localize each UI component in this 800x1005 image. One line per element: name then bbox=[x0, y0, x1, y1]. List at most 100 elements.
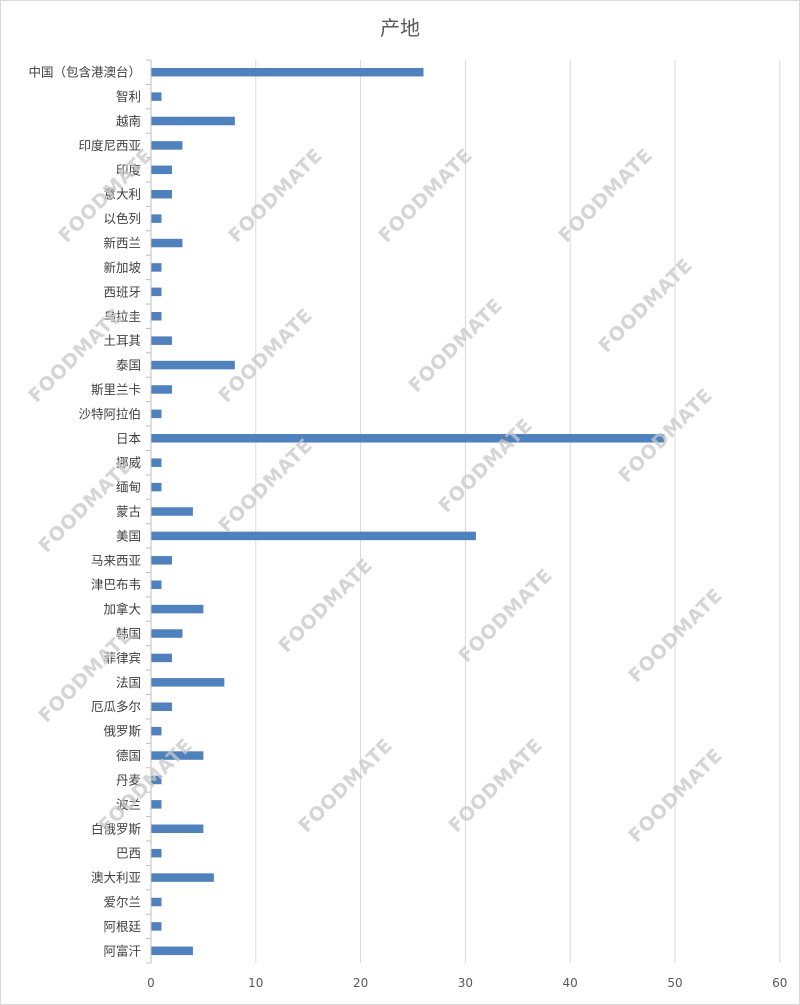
category-label: 阿根廷 bbox=[103, 919, 141, 934]
category-label: 以色列 bbox=[103, 211, 141, 226]
bar bbox=[151, 580, 162, 589]
bar bbox=[151, 800, 162, 809]
category-label: 蒙古 bbox=[116, 504, 141, 519]
watermark-text: FOODMATE bbox=[404, 294, 507, 397]
watermark-text: FOODMATE bbox=[214, 304, 317, 407]
category-label: 印度 bbox=[116, 162, 142, 177]
bar bbox=[151, 336, 172, 345]
x-tick-label: 30 bbox=[458, 976, 473, 990]
x-tick-label: 20 bbox=[353, 976, 368, 990]
category-label: 印度尼西亚 bbox=[78, 138, 141, 153]
bar bbox=[151, 141, 183, 150]
category-label: 厄瓜多尔 bbox=[91, 699, 141, 714]
category-label: 中国（包含港澳台） bbox=[28, 65, 141, 80]
bar bbox=[151, 214, 162, 223]
category-label: 泰国 bbox=[116, 358, 141, 373]
x-tick-label: 60 bbox=[772, 976, 787, 990]
bar bbox=[151, 556, 172, 565]
x-tick-label: 40 bbox=[563, 976, 578, 990]
bar bbox=[151, 824, 204, 834]
bar bbox=[151, 897, 162, 907]
watermark-text: FOODMATE bbox=[54, 144, 157, 247]
watermark-text: FOODMATE bbox=[454, 564, 557, 667]
category-label: 法国 bbox=[116, 675, 141, 690]
category-label: 波兰 bbox=[116, 797, 141, 812]
bar bbox=[151, 482, 162, 492]
watermark-text: FOODMATE bbox=[624, 584, 727, 687]
watermark-text: FOODMATE bbox=[594, 254, 697, 357]
bar bbox=[151, 360, 235, 370]
category-label: 爱尔兰 bbox=[103, 894, 141, 909]
bar bbox=[151, 702, 172, 711]
bar bbox=[151, 92, 162, 101]
bar bbox=[151, 726, 162, 736]
category-label: 美国 bbox=[116, 528, 141, 543]
category-label: 土耳其 bbox=[103, 333, 141, 348]
category-label: 意大利 bbox=[103, 187, 141, 202]
bar bbox=[151, 751, 204, 760]
x-tick-label: 50 bbox=[667, 976, 682, 990]
watermark-text: FOODMATE bbox=[274, 554, 377, 657]
watermark-text: FOODMATE bbox=[94, 734, 197, 837]
bar bbox=[151, 507, 193, 516]
category-label: 西班牙 bbox=[103, 284, 141, 299]
category-label: 斯里兰卡 bbox=[91, 382, 141, 397]
category-label: 挪威 bbox=[116, 455, 142, 470]
bar bbox=[151, 946, 193, 956]
x-tick-label: 0 bbox=[147, 976, 155, 990]
category-labels: 中国（包含港澳台） 智利越南印度尼西亚印度意大利以色列新西兰新加坡西班牙乌拉圭土耳… bbox=[28, 65, 141, 959]
bars bbox=[151, 67, 665, 956]
bar bbox=[151, 116, 235, 126]
watermark-text: FOODMATE bbox=[434, 414, 537, 517]
category-label: 缅甸 bbox=[116, 480, 141, 495]
bar bbox=[151, 653, 172, 663]
bar bbox=[151, 873, 214, 882]
category-label: 越南 bbox=[116, 114, 141, 129]
gridlines bbox=[255, 60, 781, 963]
category-label: 马来西亚 bbox=[91, 553, 141, 568]
bar bbox=[151, 922, 162, 931]
bar bbox=[151, 775, 162, 785]
category-label: 俄罗斯 bbox=[103, 724, 141, 739]
bar bbox=[151, 312, 162, 321]
bar bbox=[151, 385, 172, 394]
category-label: 白俄罗斯 bbox=[91, 821, 141, 836]
bar bbox=[151, 434, 665, 443]
bar bbox=[151, 165, 172, 175]
bar bbox=[151, 848, 162, 858]
watermark-text: FOODMATE bbox=[444, 734, 547, 837]
bar bbox=[151, 263, 162, 272]
bar bbox=[151, 67, 424, 77]
category-label: 阿富汗 bbox=[103, 943, 141, 958]
category-label: 加拿大 bbox=[103, 602, 141, 617]
bar bbox=[151, 287, 162, 297]
category-label: 澳大利亚 bbox=[91, 870, 141, 885]
category-label: 菲律宾 bbox=[103, 650, 141, 665]
watermark-text: FOODMATE bbox=[224, 144, 327, 247]
watermark-text: FOODMATE bbox=[294, 734, 397, 837]
tick-labels: 0 10 20 30 40 50 60 bbox=[147, 976, 787, 990]
watermark-text: FOODMATE bbox=[374, 144, 477, 247]
category-label: 乌拉圭 bbox=[103, 309, 141, 324]
bar bbox=[151, 629, 183, 638]
category-label: 丹麦 bbox=[116, 772, 142, 787]
category-label: 巴西 bbox=[116, 846, 141, 861]
bar bbox=[151, 678, 225, 687]
category-label: 智利 bbox=[116, 89, 141, 104]
x-tick-label: 10 bbox=[248, 976, 263, 990]
category-label: 德国 bbox=[116, 748, 141, 763]
bar bbox=[151, 531, 476, 541]
chart-title: 产地 bbox=[380, 16, 420, 40]
bar bbox=[151, 238, 183, 248]
category-label: 新西兰 bbox=[103, 236, 141, 251]
bar bbox=[151, 409, 162, 419]
axis bbox=[146, 59, 152, 964]
bar bbox=[151, 604, 204, 614]
category-label: 新加坡 bbox=[103, 260, 141, 275]
category-label: 日本 bbox=[116, 431, 142, 446]
category-label: 沙特阿拉伯 bbox=[78, 406, 141, 421]
watermark-text: FOODMATE bbox=[624, 744, 727, 847]
watermark-text: FOODMATE bbox=[214, 434, 317, 537]
bar bbox=[151, 189, 172, 199]
